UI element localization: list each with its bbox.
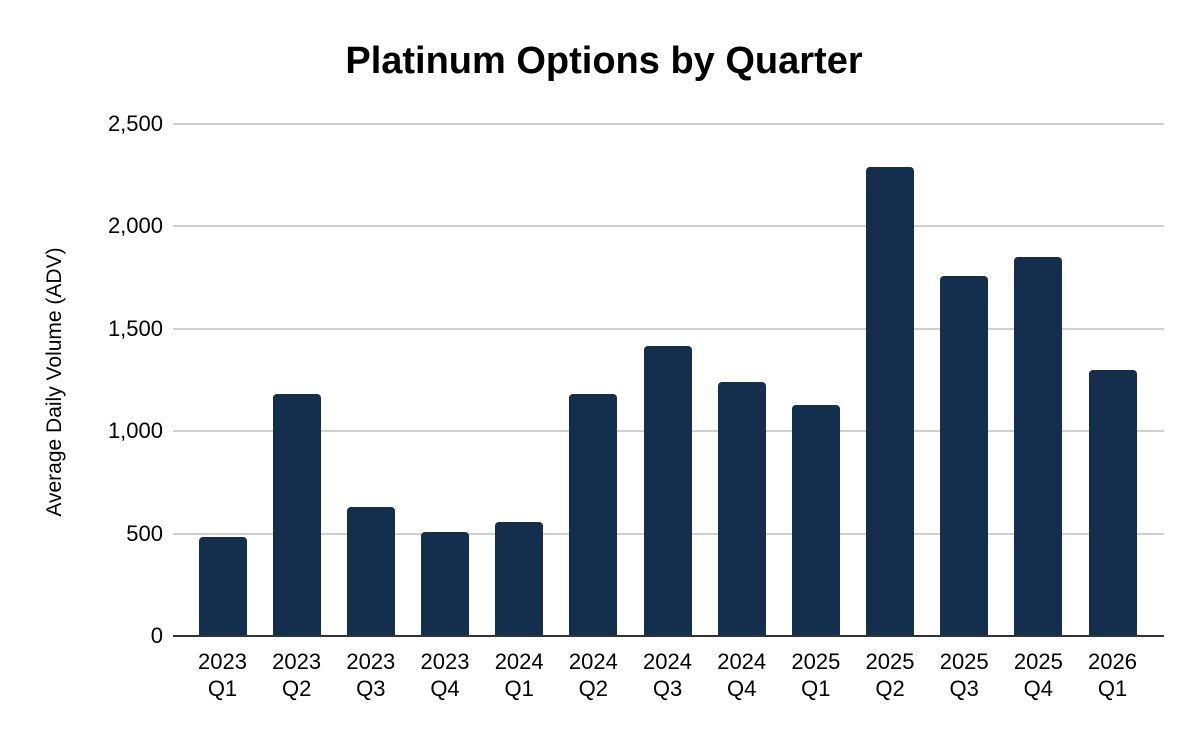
gridline	[173, 123, 1164, 125]
bar	[346, 506, 395, 636]
x-tick-label: 2024 Q1	[494, 649, 544, 701]
x-tick-label: 2026 Q1	[1088, 649, 1137, 701]
bar	[1014, 256, 1063, 636]
x-tick-label: 2023 Q3	[346, 649, 396, 701]
y-tick-label: 0	[150, 623, 163, 648]
bar	[198, 536, 247, 636]
x-axis-line	[173, 635, 1164, 637]
x-tick-label: 2023 Q2	[272, 649, 322, 701]
x-tick-label: 2023 Q1	[198, 649, 247, 701]
x-tick-label: 2025 Q4	[1013, 649, 1063, 701]
x-tick-label: 2024 Q2	[568, 649, 618, 701]
x-tick-label: 2025 Q2	[865, 649, 915, 701]
gridline	[173, 327, 1164, 330]
bar	[495, 521, 544, 636]
bar	[272, 394, 321, 636]
x-tick-label: 2025 Q3	[939, 649, 989, 701]
chart-title: Platinum Options by Quarter	[345, 40, 863, 82]
bar	[569, 394, 618, 636]
y-tick-label: 1,500	[107, 315, 163, 341]
bar	[791, 404, 840, 636]
y-tick-label: 1,000	[107, 418, 163, 444]
x-tick-label: 2023 Q4	[420, 649, 470, 701]
y-tick-label: 2,000	[107, 213, 163, 239]
x-tick-label: 2024 Q3	[643, 649, 692, 701]
x-tick-label: 2024 Q4	[717, 649, 767, 701]
x-tick-label: 2025 Q1	[791, 649, 841, 701]
bar	[940, 276, 989, 636]
bar	[1088, 370, 1137, 636]
bar	[643, 345, 692, 636]
y-tick-label: 500	[126, 520, 163, 546]
gridline	[173, 225, 1164, 228]
bar	[421, 531, 469, 636]
bar	[717, 382, 766, 636]
bar	[866, 167, 915, 636]
y-tick-label: 2,500	[107, 111, 163, 136]
